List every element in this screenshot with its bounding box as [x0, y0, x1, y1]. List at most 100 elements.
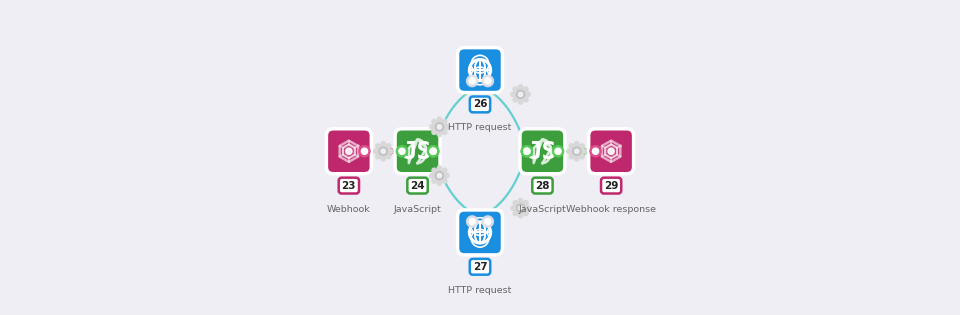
Circle shape	[444, 125, 449, 129]
Text: 26: 26	[472, 100, 488, 109]
Circle shape	[518, 85, 523, 89]
Circle shape	[443, 168, 447, 173]
Circle shape	[592, 148, 599, 154]
Circle shape	[485, 78, 491, 84]
Text: 23: 23	[342, 180, 356, 191]
Circle shape	[443, 130, 447, 135]
Text: Webhook: Webhook	[327, 204, 371, 214]
Text: HTTP request: HTTP request	[448, 286, 512, 295]
Circle shape	[398, 148, 405, 154]
Circle shape	[375, 154, 380, 159]
Circle shape	[432, 179, 436, 183]
FancyBboxPatch shape	[396, 129, 440, 174]
Circle shape	[524, 148, 530, 154]
Circle shape	[437, 117, 442, 122]
Circle shape	[381, 149, 385, 153]
Circle shape	[573, 147, 581, 155]
Text: JavaScript: JavaScript	[394, 204, 442, 214]
Text: Webhook response: Webhook response	[566, 204, 656, 214]
Circle shape	[526, 206, 530, 210]
Circle shape	[526, 92, 530, 97]
Circle shape	[359, 146, 371, 157]
Circle shape	[432, 168, 436, 173]
Circle shape	[386, 144, 391, 148]
Circle shape	[346, 148, 352, 154]
Circle shape	[432, 119, 436, 124]
Circle shape	[485, 218, 491, 225]
Circle shape	[433, 169, 446, 182]
Circle shape	[467, 216, 478, 227]
Circle shape	[513, 201, 517, 205]
Circle shape	[342, 144, 356, 158]
Circle shape	[518, 198, 523, 203]
Circle shape	[518, 206, 523, 210]
Circle shape	[582, 149, 587, 153]
Circle shape	[437, 181, 442, 185]
Circle shape	[569, 154, 574, 159]
Circle shape	[511, 206, 516, 210]
Circle shape	[443, 179, 447, 183]
FancyBboxPatch shape	[327, 130, 372, 175]
FancyBboxPatch shape	[396, 130, 442, 175]
FancyBboxPatch shape	[326, 129, 372, 174]
FancyBboxPatch shape	[458, 210, 502, 255]
Circle shape	[435, 123, 444, 131]
Text: 29: 29	[604, 180, 618, 191]
Text: JS: JS	[528, 140, 557, 164]
Circle shape	[373, 149, 378, 153]
Circle shape	[511, 92, 516, 97]
Circle shape	[444, 174, 449, 178]
Text: 27: 27	[472, 262, 488, 272]
Circle shape	[575, 149, 579, 153]
Circle shape	[427, 146, 439, 157]
Circle shape	[389, 149, 393, 153]
Circle shape	[437, 174, 442, 178]
Circle shape	[521, 146, 533, 157]
Circle shape	[524, 87, 528, 91]
Circle shape	[575, 141, 579, 146]
FancyBboxPatch shape	[521, 130, 566, 175]
Circle shape	[524, 98, 528, 102]
Circle shape	[513, 98, 517, 102]
Circle shape	[575, 157, 579, 161]
Circle shape	[469, 218, 475, 225]
Circle shape	[396, 146, 408, 157]
Circle shape	[430, 125, 434, 129]
Text: JS: JS	[403, 140, 432, 164]
Circle shape	[469, 78, 475, 84]
Circle shape	[524, 148, 530, 154]
Circle shape	[386, 154, 391, 159]
Circle shape	[569, 144, 574, 148]
Circle shape	[437, 125, 442, 129]
Circle shape	[381, 157, 385, 161]
Circle shape	[432, 130, 436, 135]
Circle shape	[430, 148, 436, 154]
Circle shape	[381, 141, 385, 146]
FancyBboxPatch shape	[459, 49, 504, 94]
FancyBboxPatch shape	[589, 130, 635, 175]
Circle shape	[435, 172, 444, 180]
Circle shape	[514, 88, 527, 101]
Circle shape	[524, 211, 528, 215]
Circle shape	[513, 211, 517, 215]
Circle shape	[513, 87, 517, 91]
Circle shape	[467, 75, 478, 87]
Circle shape	[518, 92, 523, 97]
Circle shape	[524, 201, 528, 205]
Circle shape	[437, 132, 442, 137]
Text: 24: 24	[410, 180, 425, 191]
Circle shape	[482, 75, 493, 87]
Circle shape	[437, 166, 442, 170]
Circle shape	[379, 147, 387, 155]
Text: 28: 28	[535, 180, 550, 191]
Circle shape	[430, 174, 434, 178]
FancyBboxPatch shape	[588, 129, 634, 174]
Circle shape	[516, 204, 525, 212]
Circle shape	[567, 149, 571, 153]
FancyBboxPatch shape	[458, 48, 502, 93]
Circle shape	[376, 144, 390, 158]
Polygon shape	[409, 140, 426, 163]
Circle shape	[482, 216, 493, 227]
Circle shape	[589, 146, 601, 157]
Circle shape	[604, 144, 618, 158]
